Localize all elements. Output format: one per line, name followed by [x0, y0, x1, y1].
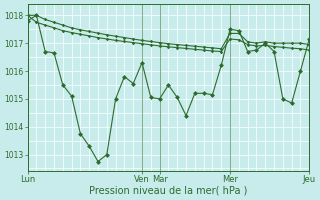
X-axis label: Pression niveau de la mer( hPa ): Pression niveau de la mer( hPa ) [89, 186, 248, 196]
